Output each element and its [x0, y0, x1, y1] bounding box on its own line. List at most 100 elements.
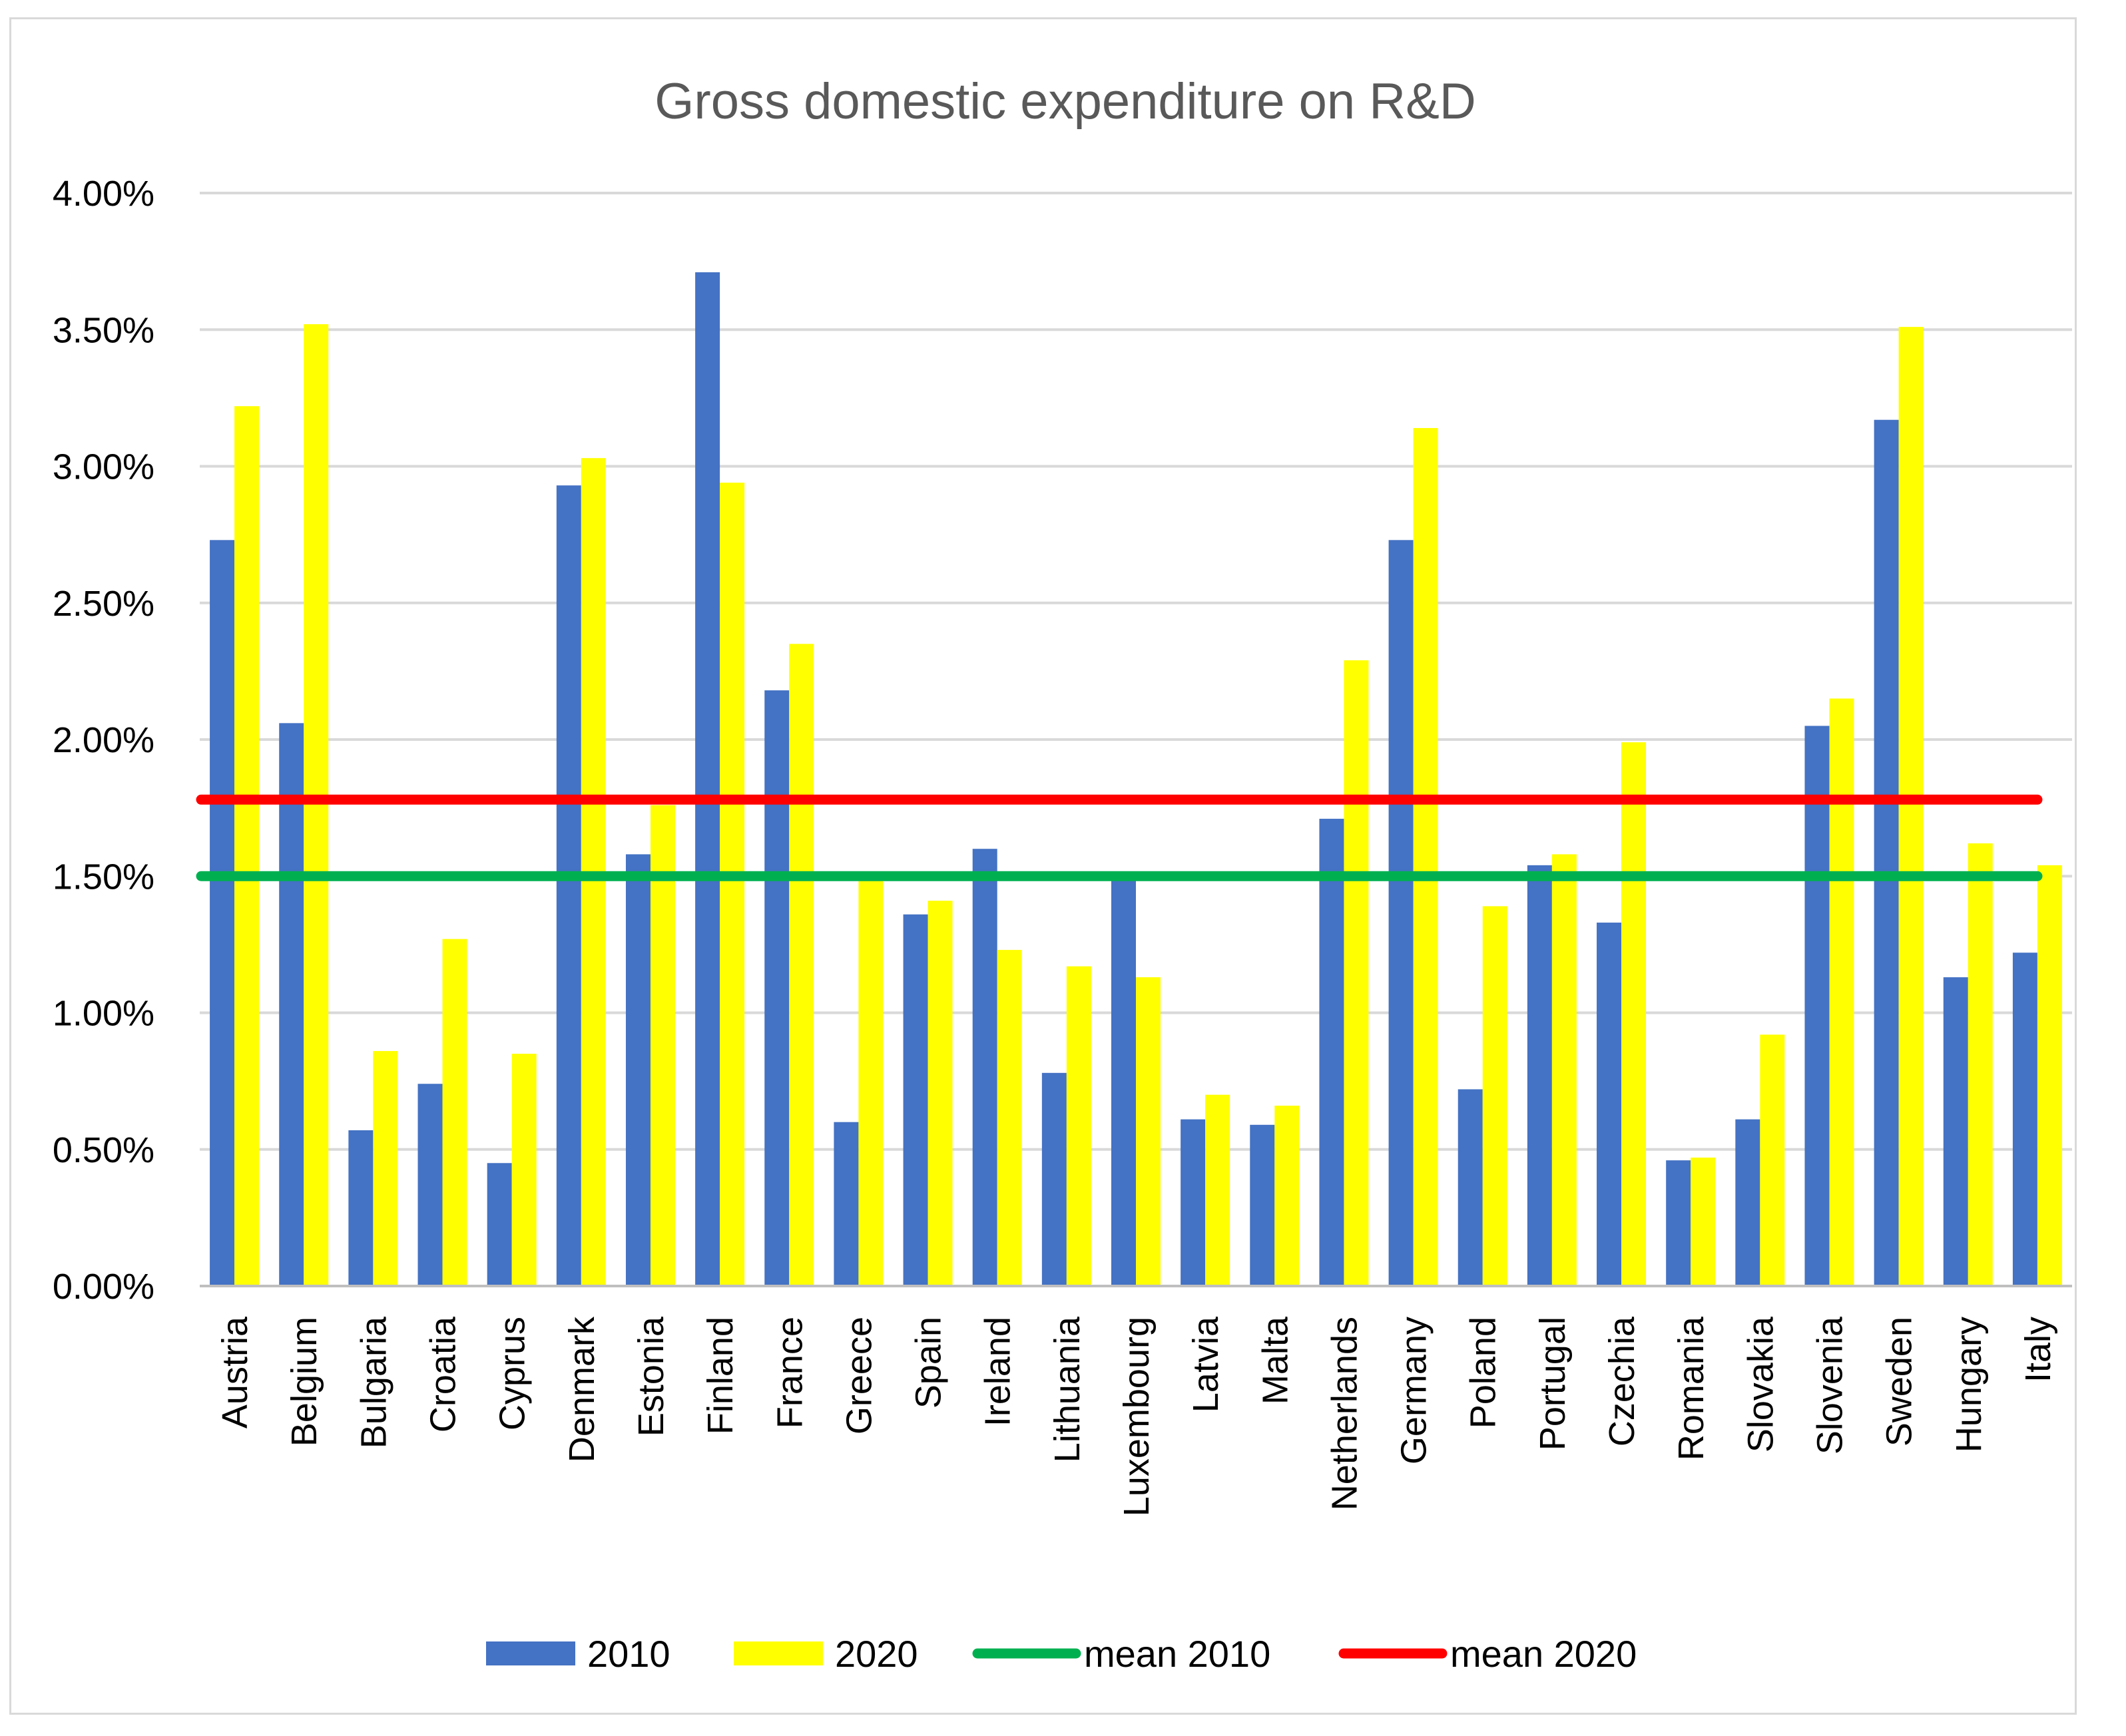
bar-2020-romania — [1691, 1158, 1716, 1286]
x-tick-label: Slovakia — [1740, 1316, 1780, 1452]
bar-2020-czechia — [1621, 742, 1647, 1286]
bar-2010-spain — [903, 914, 928, 1286]
legend-label: 2020 — [835, 1633, 918, 1675]
bar-2020-slovenia — [1829, 698, 1854, 1286]
bar-2010-france — [764, 690, 790, 1286]
bar-2010-slovakia — [1735, 1119, 1760, 1286]
bar-2020-malta — [1274, 1106, 1300, 1286]
legend-label: mean 2010 — [1084, 1633, 1270, 1675]
y-tick-label: 3.50% — [53, 310, 154, 350]
bar-2020-sweden — [1898, 327, 1924, 1286]
bar-2010-slovenia — [1804, 726, 1830, 1286]
bar-2010-luxembourg — [1111, 876, 1136, 1286]
bar-2010-italy — [2012, 953, 2037, 1286]
bar-2010-croatia — [417, 1084, 443, 1286]
x-tick-label: Cyprus — [493, 1317, 533, 1430]
x-tick-label: Hungary — [1949, 1317, 1989, 1452]
bar-2020-hungary — [1968, 843, 1993, 1286]
bar-2010-czechia — [1597, 923, 1622, 1286]
x-tick-label: France — [770, 1317, 810, 1428]
x-tick-label: Slovenia — [1810, 1316, 1850, 1454]
bar-2020-luxembourg — [1136, 977, 1161, 1286]
bar-2010-sweden — [1874, 419, 1899, 1286]
bar-2020-lithuania — [1066, 966, 1091, 1286]
bar-2020-bulgaria — [373, 1050, 398, 1286]
x-axis: Austria Belgium Bulgaria Croatia Cyprus Denma… — [200, 1285, 2072, 1516]
bar-2020-estonia — [650, 805, 675, 1286]
bar-2010-poland — [1458, 1089, 1483, 1286]
x-tick-label: Sweden — [1880, 1317, 1920, 1446]
bar-2020-croatia — [442, 939, 467, 1286]
legend-swatch-2020 — [734, 1641, 823, 1665]
x-tick-label: Malta — [1255, 1316, 1295, 1405]
x-tick-label: Denmark — [562, 1316, 602, 1462]
bar-2020-cyprus — [511, 1054, 537, 1286]
bar-2010-greece — [834, 1122, 859, 1286]
x-tick-label: Poland — [1463, 1317, 1503, 1428]
bar-2010-germany — [1388, 540, 1414, 1287]
x-tick-label: Czechia — [1602, 1316, 1642, 1446]
bar-2020-latvia — [1205, 1094, 1230, 1286]
x-tick-label: Greece — [839, 1317, 879, 1434]
bar-2020-netherlands — [1344, 660, 1369, 1286]
bar-2010-latvia — [1181, 1119, 1206, 1286]
bar-2020-belgium — [304, 324, 329, 1286]
bar-2020-france — [789, 644, 814, 1286]
bar-2010-romania — [1666, 1160, 1691, 1286]
bar-2010-austria — [210, 540, 235, 1287]
reference-lines — [196, 794, 2043, 881]
x-tick-label: Finland — [700, 1317, 740, 1434]
x-tick-label: Portugal — [1533, 1317, 1573, 1450]
bar-2010-denmark — [556, 485, 581, 1286]
bar-2020-ireland — [997, 950, 1022, 1286]
x-tick-label: Luxembourg — [1117, 1317, 1157, 1516]
y-tick-label: 0.00% — [53, 1267, 154, 1307]
x-tick-label: Netherlands — [1324, 1317, 1364, 1510]
bar-2020-germany — [1413, 428, 1438, 1286]
bars — [210, 272, 2062, 1287]
legend-label: mean 2020 — [1450, 1633, 1637, 1675]
y-axis: 0.00% 0.50% 1.00% 1.50% 2.00% 2.50% 3.00% 3.50%… — [53, 174, 154, 1307]
x-tick-label: Estonia — [631, 1316, 671, 1436]
bar-2010-estonia — [625, 854, 651, 1286]
y-tick-label: 1.50% — [53, 857, 154, 897]
bar-2020-austria — [234, 406, 260, 1287]
y-tick-label: 3.00% — [53, 447, 154, 487]
bar-2020-portugal — [1551, 854, 1577, 1286]
bar-2020-finland — [720, 483, 745, 1286]
bar-2010-malta — [1250, 1124, 1275, 1286]
legend-label: 2010 — [587, 1633, 670, 1675]
x-tick-label: Italy — [2018, 1317, 2058, 1383]
bar-2020-poland — [1482, 906, 1507, 1286]
bar-2020-slovakia — [1760, 1034, 1785, 1286]
legend-swatch-2010 — [486, 1641, 575, 1665]
x-tick-label: Germany — [1394, 1317, 1434, 1464]
y-tick-label: 4.00% — [53, 174, 154, 214]
bar-2010-finland — [695, 272, 720, 1286]
x-tick-label: Belgium — [284, 1317, 324, 1446]
bar-2020-spain — [928, 901, 953, 1286]
y-tick-label: 0.50% — [53, 1130, 154, 1170]
x-tick-label: Spain — [909, 1317, 949, 1409]
y-tick-label: 2.00% — [53, 720, 154, 760]
x-tick-label: Lithuania — [1047, 1316, 1087, 1462]
x-tick-label: Croatia — [423, 1316, 463, 1432]
legend: 2010 2020 mean 2010 mean 2020 — [486, 1633, 1637, 1675]
x-tick-label: Austria — [215, 1316, 255, 1428]
x-tick-label: Bulgaria — [354, 1316, 394, 1448]
bar-2010-hungary — [1943, 977, 1968, 1286]
bar-2020-greece — [858, 876, 884, 1286]
bar-2010-cyprus — [487, 1163, 512, 1286]
y-tick-label: 2.50% — [53, 584, 154, 624]
chart-title: Gross domestic expenditure on R&D — [655, 73, 1475, 130]
x-tick-label: Ireland — [978, 1317, 1018, 1426]
bar-2010-netherlands — [1319, 819, 1344, 1286]
bar-2010-portugal — [1527, 865, 1552, 1286]
bar-2010-bulgaria — [348, 1130, 374, 1286]
y-tick-label: 1.00% — [53, 994, 154, 1034]
bar-2010-belgium — [279, 723, 304, 1286]
bar-2010-lithuania — [1041, 1072, 1067, 1286]
chart-area — [9, 17, 2077, 1715]
x-tick-label: Romania — [1671, 1316, 1711, 1460]
